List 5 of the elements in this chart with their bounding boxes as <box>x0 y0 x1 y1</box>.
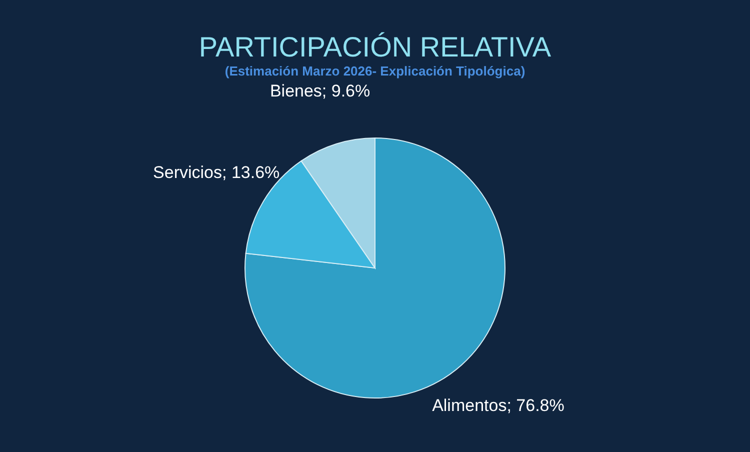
slice-label: Servicios; 13.6% <box>153 162 280 182</box>
slice-label: Alimentos; 76.8% <box>432 396 564 415</box>
chart-subtitle: (Estimación Marzo 2026- Explicación Tipológica) <box>224 63 526 78</box>
chart-title: PARTICIPACIÓN RELATIVA <box>198 31 552 62</box>
slice-label: Bienes; 9.6% <box>270 81 370 100</box>
